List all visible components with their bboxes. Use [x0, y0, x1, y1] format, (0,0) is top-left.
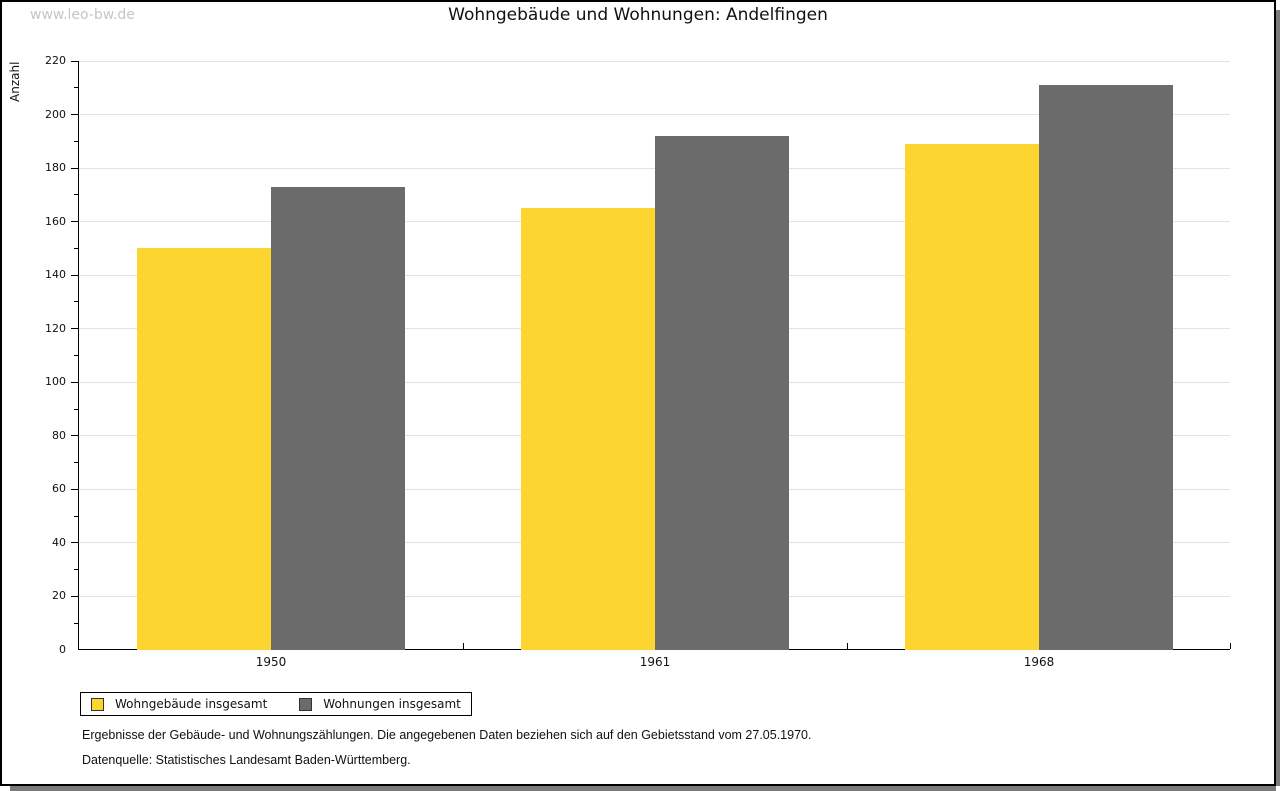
- y-tick-10: [74, 622, 78, 624]
- footer-source: Datenquelle: Statistisches Landesamt Bad…: [82, 753, 411, 767]
- y-tick-30: [74, 569, 78, 571]
- x-category-label-1968: 1968: [1023, 655, 1055, 669]
- y-tick-190: [74, 140, 78, 142]
- y-tick-40: [71, 542, 78, 544]
- x-boundary-tick-2: [846, 643, 848, 649]
- y-tick-150: [74, 247, 78, 249]
- y-tick-label-160: 160: [45, 214, 66, 228]
- y-tick-label-100: 100: [45, 375, 66, 389]
- y-tick-200: [71, 114, 78, 116]
- x-boundary-tick-1: [462, 643, 464, 649]
- y-tick-label-140: 140: [45, 268, 66, 282]
- y-axis-label: Anzahl: [8, 61, 22, 102]
- y-tick-50: [74, 515, 78, 517]
- y-tick-label-120: 120: [45, 321, 66, 335]
- window-shadow-right: [1276, 10, 1280, 786]
- y-tick-130: [74, 301, 78, 303]
- y-tick-110: [74, 355, 78, 356]
- legend-swatch-0: [91, 697, 104, 711]
- y-tick-170: [74, 194, 78, 196]
- y-tick-140: [71, 274, 78, 276]
- plot-area: 0 20 40 60 80 100 120 140 160 180 200 220 1950 1961 19…: [45, 54, 1231, 669]
- legend-item-0: Wohngebäude insgesamt: [91, 697, 267, 711]
- window-shadow-bottom: [10, 786, 1276, 791]
- footer-note: Ergebnisse der Gebäude- und Wohnungszähl…: [82, 728, 812, 742]
- y-tick-label-40: 40: [52, 535, 66, 549]
- chart-title: Wohngebäude und Wohnungen: Andelfingen: [448, 5, 828, 25]
- x-category-label-1961: 1961: [639, 655, 671, 669]
- y-tick-20: [71, 595, 78, 597]
- y-tick-label-220: 220: [45, 54, 66, 67]
- y-tick-label-60: 60: [52, 482, 66, 496]
- gridline-y-220: [79, 60, 1230, 62]
- y-tick-label-20: 20: [52, 589, 66, 603]
- bar-1968-series-0: [904, 143, 1039, 650]
- y-tick-180: [71, 167, 78, 169]
- x-category-label-1950: 1950: [255, 655, 287, 669]
- bar-1950-series-0: [136, 248, 271, 650]
- y-tick-label-200: 200: [45, 107, 66, 121]
- bar-1950-series-1: [271, 186, 406, 650]
- y-tick-210: [74, 87, 78, 89]
- y-tick-100: [71, 381, 78, 383]
- legend-label-0: Wohngebäude insgesamt: [115, 697, 268, 711]
- bar-1961-series-1: [655, 135, 790, 650]
- y-tick-90: [74, 408, 78, 410]
- y-tick-80: [71, 435, 78, 437]
- y-tick-label-0: 0: [59, 643, 66, 656]
- legend-swatch-1: [299, 697, 313, 711]
- y-tick-160: [71, 221, 78, 223]
- y-tick-120: [71, 328, 78, 330]
- gridline-y-180: [79, 167, 1230, 169]
- x-axis-end-tick: [1230, 643, 1231, 649]
- y-tick-label-180: 180: [45, 161, 66, 175]
- y-tick-label-80: 80: [52, 428, 66, 442]
- legend: Wohngebäude insgesamt Wohnungen insgesamt: [80, 692, 472, 716]
- bar-1968-series-1: [1039, 85, 1174, 650]
- watermark: www.leo-bw.de: [30, 7, 135, 23]
- y-tick-70: [74, 462, 78, 464]
- gridline-y-200: [79, 114, 1230, 116]
- y-tick-60: [71, 488, 78, 490]
- legend-item-1: Wohnungen insgesamt: [299, 697, 461, 711]
- legend-label-1: Wohnungen insgesamt: [323, 697, 461, 711]
- bar-1961-series-0: [520, 208, 655, 650]
- y-tick-220: [71, 60, 78, 62]
